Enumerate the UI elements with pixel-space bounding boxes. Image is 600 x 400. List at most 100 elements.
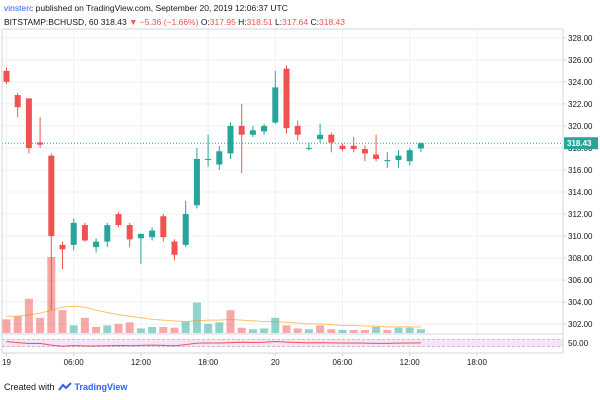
volume-bar: [47, 257, 56, 333]
close-label: C:: [310, 17, 320, 27]
price-tick-label: 318.00: [568, 144, 593, 153]
volume-bar: [92, 326, 101, 333]
price-tick-label: 316.00: [568, 166, 593, 175]
candle-body: [294, 125, 301, 135]
candle-body: [361, 149, 368, 154]
volume-bar: [316, 325, 325, 333]
candle-body: [328, 134, 335, 143]
change-text: ▼ −5.36 (−1.66%): [129, 17, 199, 27]
candle-body: [37, 142, 44, 145]
candle-body: [193, 158, 200, 206]
price-tick-label: 308.00: [568, 254, 593, 263]
volume-bar: [338, 329, 347, 333]
candle-body: [182, 214, 189, 245]
candle-body: [249, 130, 256, 135]
candle-body: [283, 68, 290, 129]
published-text: published on TradingView.com, September …: [33, 3, 288, 13]
volume-ma-line: [6, 305, 421, 328]
volume-bar: [136, 328, 145, 333]
price-tick-label: 312.00: [568, 210, 593, 219]
low-label: L:: [275, 17, 283, 27]
candle-body: [305, 147, 312, 149]
volume-bar: [405, 327, 414, 333]
volume-bar: [192, 302, 201, 333]
tradingview-logo-icon: [57, 382, 72, 391]
candle-body: [160, 216, 167, 238]
candle-body: [395, 155, 402, 161]
tradingview-brand[interactable]: TradingView: [74, 382, 128, 392]
candle-body: [25, 98, 32, 148]
volume-bar: [103, 325, 112, 333]
volume-bar: [282, 325, 291, 333]
price-tick-label: 326.00: [568, 56, 593, 65]
candle-body: [317, 134, 324, 140]
rsi-value-label: 50.00: [568, 339, 589, 348]
volume-bar: [372, 326, 381, 333]
candle-body: [373, 154, 380, 159]
price-tick-label: 314.00: [568, 188, 593, 197]
candle-body: [137, 233, 144, 239]
ohlc-legend: BITSTAMP:BCHUSD, 60 318.43 ▼ −5.36 (−1.6…: [4, 17, 345, 27]
volume-bar: [114, 323, 123, 333]
price-tick-label: 310.00: [568, 232, 593, 241]
candle-body: [406, 150, 413, 162]
volume-bar: [260, 328, 269, 333]
time-tick-label: 12:00: [400, 358, 421, 367]
candle-body: [417, 143, 424, 149]
volume-bar: [125, 322, 134, 333]
candle-body: [70, 222, 77, 245]
time-tick-label: 19: [2, 358, 11, 367]
time-tick-label: 18:00: [198, 358, 219, 367]
last-price-tag-label: 318.43: [567, 139, 592, 148]
price-tick-label: 320.00: [568, 122, 593, 131]
volume-bar: [349, 329, 358, 333]
volume-bar: [2, 319, 11, 333]
last-price-tag: [564, 137, 598, 150]
candle-body: [205, 158, 212, 160]
rsi-band: [2, 339, 563, 347]
volume-bar: [360, 329, 369, 333]
last-price-text: 318.43: [100, 17, 127, 27]
volume-bar: [69, 325, 78, 333]
price-tick-label: 302.00: [568, 320, 593, 329]
publish-info: vinsterc published on TradingView.com, S…: [4, 3, 288, 13]
volume-bar: [181, 321, 190, 333]
price-tick-label: 328.00: [568, 34, 593, 43]
volume-bar: [148, 326, 157, 333]
author-link[interactable]: vinsterc: [4, 3, 34, 13]
volume-bar: [237, 327, 246, 333]
volume-bar: [159, 326, 168, 333]
volume-bar: [327, 329, 336, 333]
volume-bar: [204, 323, 213, 333]
created-with-text: Created with: [4, 382, 55, 392]
price-tick-label: 324.00: [568, 78, 593, 87]
open-label: O:: [200, 17, 210, 27]
candle-body: [3, 70, 10, 82]
open-value: 317.95: [209, 17, 236, 27]
candle-body: [339, 145, 346, 150]
candle-body: [81, 225, 88, 241]
candle-body: [126, 225, 133, 240]
low-value: 317.64: [282, 17, 309, 27]
volume-bar: [248, 329, 257, 333]
volume-bar: [36, 317, 45, 333]
price-tick-label: 322.00: [568, 100, 593, 109]
candle-body: [171, 241, 178, 255]
volume-bar: [13, 316, 22, 333]
time-tick-label: 20: [271, 358, 280, 367]
high-label: H:: [238, 17, 247, 27]
high-value: 318.51: [246, 17, 273, 27]
volume-bar: [383, 329, 392, 333]
candle-body: [93, 241, 100, 248]
volume-bar: [80, 317, 89, 333]
candle-body: [104, 225, 111, 242]
volume-bar: [293, 328, 302, 333]
candle-body: [115, 214, 122, 226]
volume-bar: [271, 317, 280, 333]
volume-bar: [226, 310, 235, 333]
time-tick-label: 12:00: [131, 358, 152, 367]
candle-body: [149, 230, 156, 238]
time-tick-label: 06:00: [64, 358, 85, 367]
volume-bar: [304, 329, 313, 333]
